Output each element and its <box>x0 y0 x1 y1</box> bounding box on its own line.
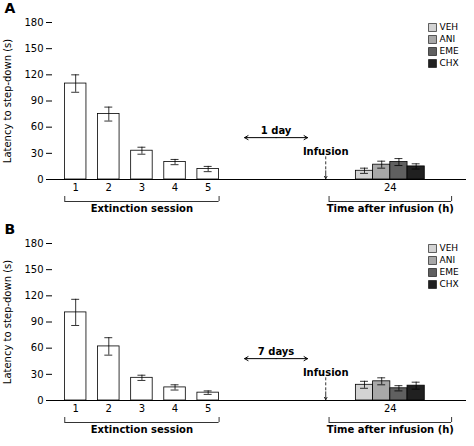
svg-text:CHX: CHX <box>440 58 459 68</box>
svg-text:1 day: 1 day <box>261 125 292 136</box>
svg-text:120: 120 <box>24 290 43 301</box>
svg-text:B: B <box>5 221 16 237</box>
svg-text:60: 60 <box>31 342 44 353</box>
svg-text:Infusion: Infusion <box>303 146 349 157</box>
svg-text:ANI: ANI <box>440 34 456 44</box>
svg-text:Time after infusion (h): Time after infusion (h) <box>327 424 454 435</box>
svg-text:Latency to step-down (s): Latency to step-down (s) <box>2 260 13 384</box>
svg-text:3: 3 <box>139 182 145 193</box>
svg-text:4: 4 <box>172 403 178 414</box>
svg-text:24: 24 <box>384 182 397 193</box>
svg-text:VEH: VEH <box>440 243 459 253</box>
svg-text:Latency to step-down (s): Latency to step-down (s) <box>2 39 13 163</box>
svg-text:180: 180 <box>24 238 43 249</box>
svg-text:0: 0 <box>37 174 43 185</box>
svg-text:A: A <box>5 0 16 16</box>
svg-text:VEH: VEH <box>440 22 459 32</box>
svg-text:1: 1 <box>72 403 78 414</box>
svg-text:150: 150 <box>24 264 43 275</box>
svg-text:Extinction session: Extinction session <box>91 203 193 214</box>
svg-text:2: 2 <box>106 182 112 193</box>
svg-text:90: 90 <box>31 316 44 327</box>
svg-text:Time after infusion (h): Time after infusion (h) <box>327 203 454 214</box>
svg-text:30: 30 <box>31 369 44 380</box>
svg-text:24: 24 <box>384 403 397 414</box>
svg-text:EME: EME <box>440 267 459 277</box>
svg-text:7 days: 7 days <box>258 346 295 357</box>
svg-text:4: 4 <box>172 182 178 193</box>
svg-text:60: 60 <box>31 121 44 132</box>
svg-text:CHX: CHX <box>440 279 459 289</box>
svg-text:ANI: ANI <box>440 255 456 265</box>
svg-text:120: 120 <box>24 69 43 80</box>
svg-text:180: 180 <box>24 17 43 28</box>
svg-text:90: 90 <box>31 95 44 106</box>
svg-text:2: 2 <box>106 403 112 414</box>
svg-text:0: 0 <box>37 395 43 406</box>
svg-text:3: 3 <box>139 403 145 414</box>
svg-text:1: 1 <box>72 182 78 193</box>
svg-text:150: 150 <box>24 43 43 54</box>
svg-text:5: 5 <box>205 182 211 193</box>
svg-text:Infusion: Infusion <box>303 367 349 378</box>
svg-text:30: 30 <box>31 148 44 159</box>
svg-text:Extinction session: Extinction session <box>91 424 193 435</box>
svg-text:EME: EME <box>440 46 459 56</box>
svg-text:5: 5 <box>205 403 211 414</box>
